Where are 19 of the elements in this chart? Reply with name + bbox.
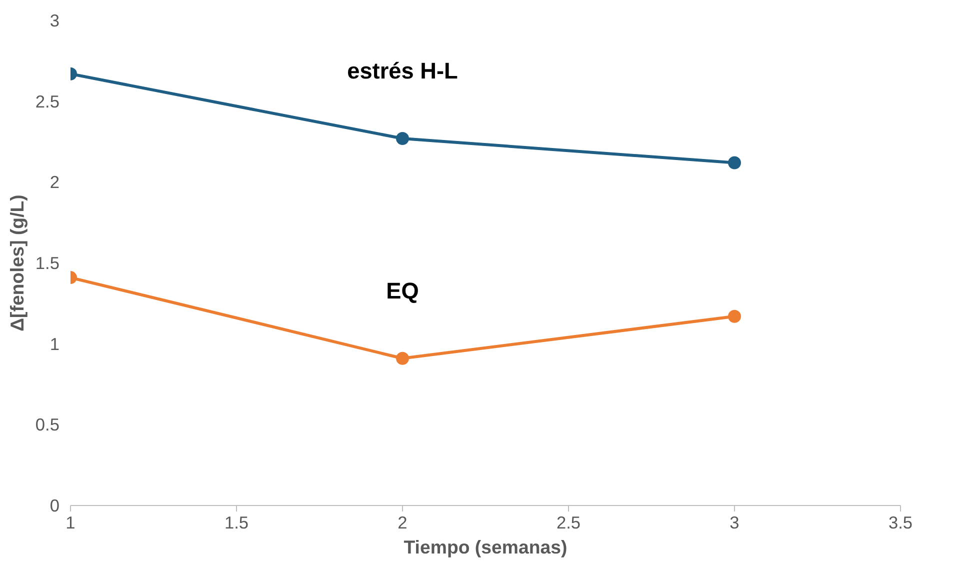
y-tick-label: 0.5 [35, 414, 60, 435]
x-tick-label: 2 [398, 512, 408, 532]
x-tick-label: 2.5 [556, 512, 581, 532]
x-tick-label: 3 [730, 512, 740, 532]
y-axis-title: Δ[fenoles] (g/L) [6, 194, 28, 332]
x-axis-title: Tiempo (semanas) [404, 536, 568, 558]
y-tick-label: 1.5 [35, 253, 60, 273]
x-tick-label: 1 [66, 512, 76, 532]
y-tick-label: 3 [50, 10, 60, 30]
series-label: estrés H-L [347, 58, 458, 84]
point [728, 156, 741, 170]
x-tick-label: 1.5 [224, 512, 249, 532]
y-tick-label: 0 [50, 496, 60, 516]
text: EQ [386, 277, 419, 304]
y-tick-label: 2.5 [35, 91, 60, 112]
point [728, 310, 741, 323]
y-tick-label: 1 [50, 334, 60, 354]
y-tick-label: 2 [50, 172, 60, 192]
x-tick-label: 3.5 [888, 512, 913, 532]
